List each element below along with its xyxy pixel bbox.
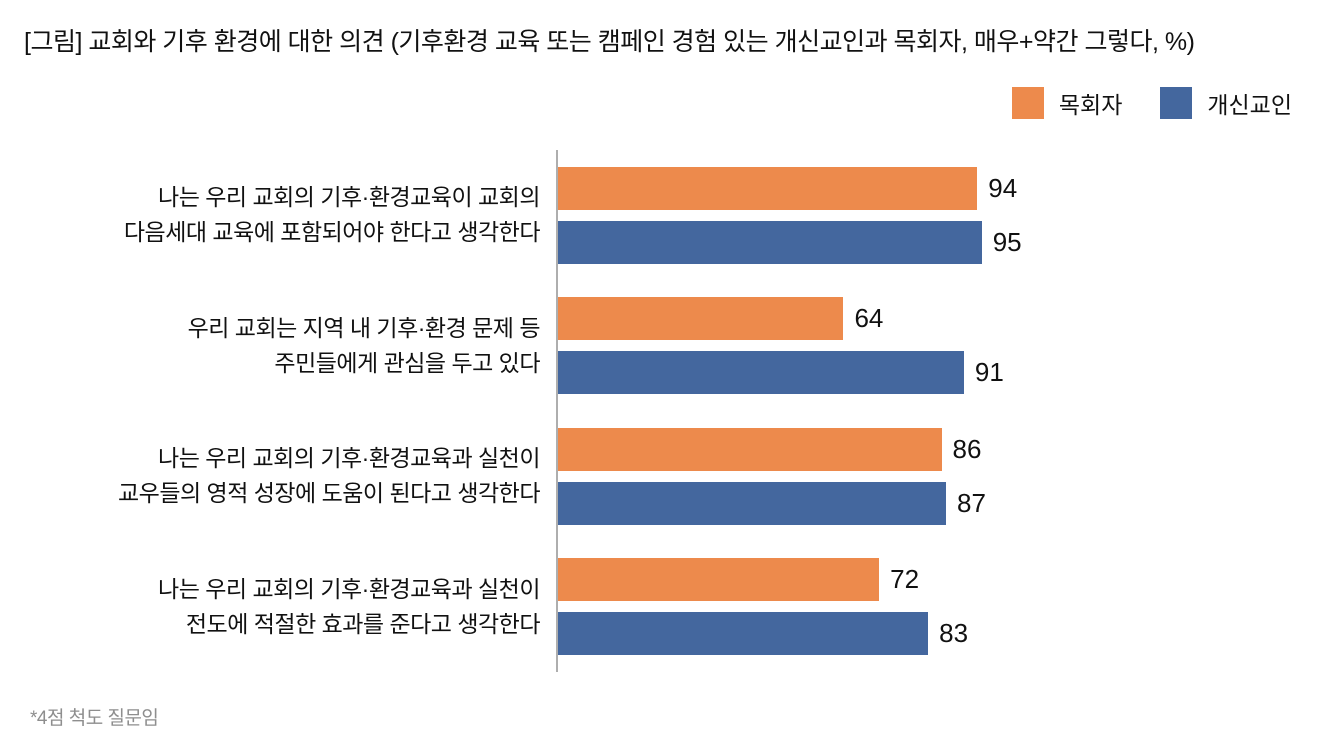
value-label: 91 xyxy=(974,357,1004,388)
legend-swatch-protestant-icon xyxy=(1160,87,1193,119)
value-label: 95 xyxy=(992,226,1022,257)
category-label-line: 나는 우리 교회의 기후·환경교육과 실천이 xyxy=(158,575,540,602)
value-label: 94 xyxy=(988,172,1018,203)
bar-row-pastor: 72 xyxy=(558,558,1322,602)
bar-row-pastor: 94 xyxy=(558,166,1322,210)
category-label-line: 다음세대 교육에 포함되어야 한다고 생각한다 xyxy=(123,219,541,246)
bar-pastor xyxy=(558,166,978,210)
category-label-line: 우리 교회는 지역 내 기후·환경 문제 등 xyxy=(187,314,541,341)
legend-item-pastor: 목회자 xyxy=(1011,86,1123,120)
plot-area: 94 95 64 91 86 87 72 83 xyxy=(556,150,1322,672)
value-label: 64 xyxy=(854,303,884,334)
bar-row-pastor: 64 xyxy=(558,297,1322,341)
bar-row-protestant: 91 xyxy=(558,351,1322,395)
category-label-line: 주민들에게 관심을 두고 있다 xyxy=(274,349,540,376)
legend: 목회자 개신교인 xyxy=(1011,86,1292,120)
bar-row-protestant: 95 xyxy=(558,220,1322,264)
bar-row-protestant: 87 xyxy=(558,481,1322,525)
bar-pastor xyxy=(558,427,942,471)
bar-group: 86 87 xyxy=(558,411,1322,542)
bar-group: 64 91 xyxy=(558,281,1322,412)
bar-protestant xyxy=(558,481,947,525)
bar-group: 94 95 xyxy=(558,150,1322,281)
category-label-line: 나는 우리 교회의 기후·환경교육과 실천이 xyxy=(158,445,540,472)
bar-row-protestant: 83 xyxy=(558,612,1322,656)
bar-pastor xyxy=(558,297,844,341)
category-label-line: 교우들의 영적 성장에 도움이 된다고 생각한다 xyxy=(118,480,541,507)
value-label: 87 xyxy=(957,487,986,518)
value-label: 72 xyxy=(890,564,920,595)
bar-protestant xyxy=(558,351,964,395)
category-label-line: 전도에 적절한 효과를 준다고 생각한다 xyxy=(185,610,541,637)
legend-label-protestant: 개신교인 xyxy=(1207,92,1292,118)
bar-row-pastor: 86 xyxy=(558,427,1322,471)
bar-protestant xyxy=(558,220,982,264)
bar-pastor xyxy=(558,558,880,602)
value-label: 83 xyxy=(939,618,969,649)
legend-item-protestant: 개신교인 xyxy=(1160,86,1292,120)
legend-label-pastor: 목회자 xyxy=(1058,92,1123,118)
bar-protestant xyxy=(558,612,929,656)
category-label-line: 나는 우리 교회의 기후·환경교육이 교회의 xyxy=(158,184,540,211)
legend-swatch-pastor-icon xyxy=(1011,87,1044,119)
chart-title: [그림] 교회와 기후 환경에 대한 의견 (기후환경 교육 또는 캠페인 경험… xyxy=(24,28,1195,56)
bar-group: 72 83 xyxy=(558,542,1322,673)
value-label: 86 xyxy=(952,433,982,464)
chart-footnote: *4점 척도 질문임 xyxy=(30,708,159,729)
